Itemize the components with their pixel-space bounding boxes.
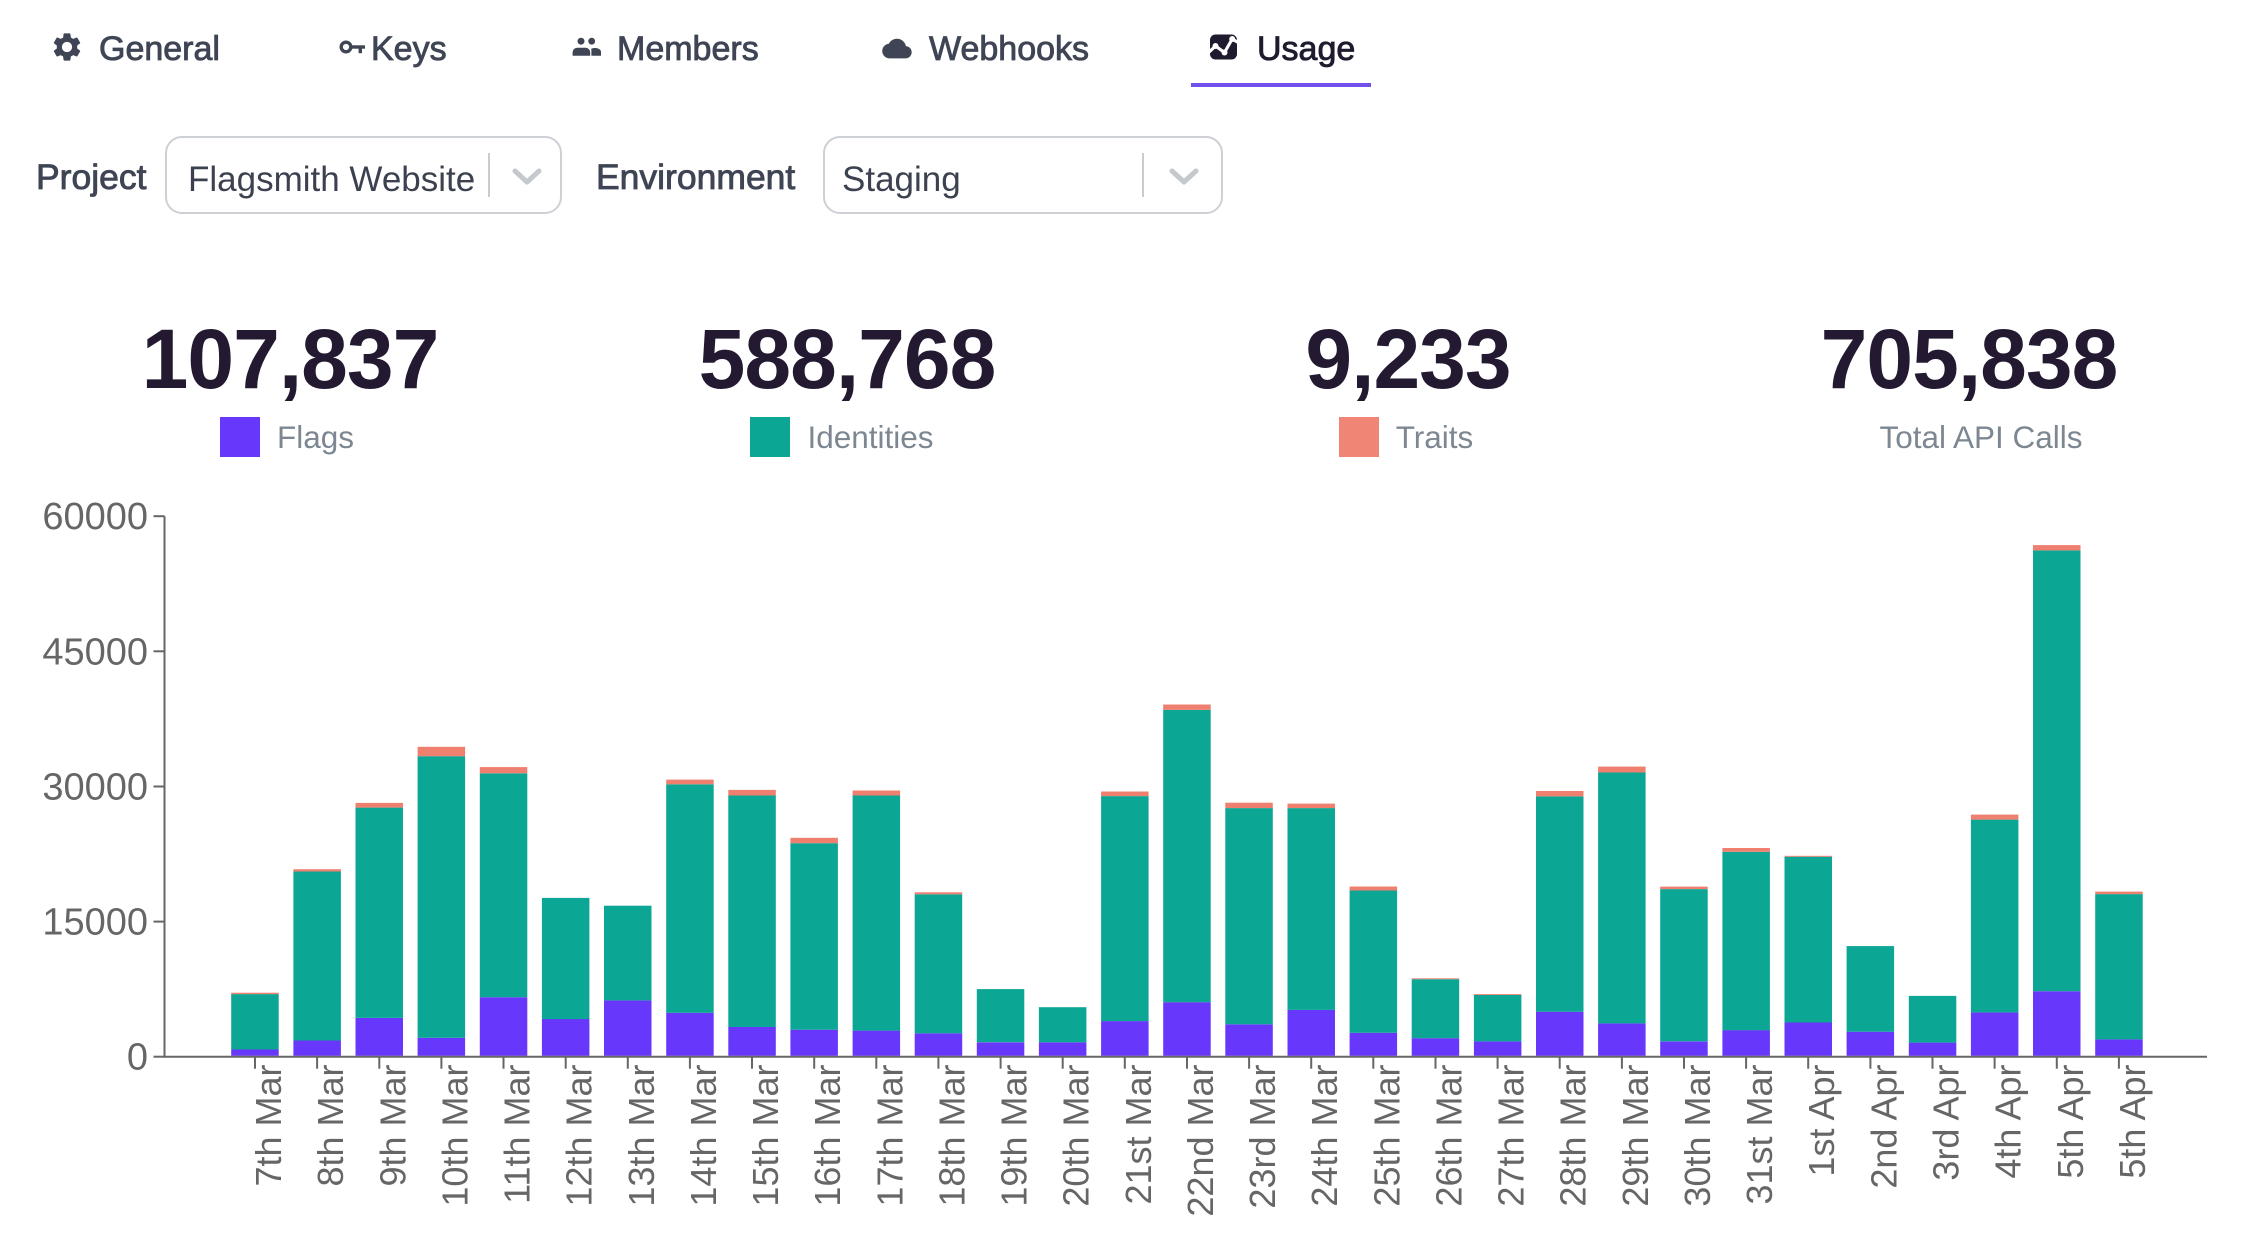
svg-text:0: 0	[127, 1037, 148, 1079]
svg-text:11th Mar: 11th Mar	[497, 1065, 538, 1204]
svg-text:17th Mar: 17th Mar	[869, 1065, 910, 1207]
svg-text:30th Mar: 30th Mar	[1677, 1065, 1718, 1207]
svg-text:21st Mar: 21st Mar	[1118, 1064, 1159, 1204]
svg-text:27th Mar: 27th Mar	[1491, 1065, 1532, 1207]
svg-text:30000: 30000	[42, 767, 148, 809]
svg-text:45000: 45000	[42, 631, 148, 673]
svg-text:7th Mar: 7th Mar	[248, 1064, 289, 1186]
svg-text:1st Apr: 1st Apr	[1801, 1064, 1842, 1176]
svg-text:5th Apr: 5th Apr	[2112, 1065, 2153, 1179]
svg-text:2nd Apr: 2nd Apr	[1863, 1064, 1904, 1188]
svg-text:19th Mar: 19th Mar	[994, 1065, 1035, 1207]
svg-text:5th Apr: 5th Apr	[2050, 1065, 2091, 1179]
svg-text:60000: 60000	[42, 496, 148, 538]
svg-text:9th Mar: 9th Mar	[372, 1064, 413, 1186]
svg-text:13th Mar: 13th Mar	[621, 1065, 662, 1207]
svg-text:26th Mar: 26th Mar	[1429, 1065, 1470, 1207]
svg-text:15000: 15000	[42, 902, 148, 944]
svg-text:12th Mar: 12th Mar	[559, 1065, 600, 1207]
svg-text:18th Mar: 18th Mar	[931, 1065, 972, 1207]
svg-text:29th Mar: 29th Mar	[1615, 1065, 1656, 1207]
svg-text:28th Mar: 28th Mar	[1553, 1065, 1594, 1207]
svg-text:20th Mar: 20th Mar	[1056, 1065, 1097, 1207]
svg-text:24th Mar: 24th Mar	[1304, 1065, 1345, 1207]
svg-text:15th Mar: 15th Mar	[745, 1065, 786, 1207]
svg-text:16th Mar: 16th Mar	[807, 1065, 848, 1207]
svg-text:10th Mar: 10th Mar	[434, 1065, 475, 1207]
svg-text:14th Mar: 14th Mar	[683, 1065, 724, 1207]
svg-text:25th Mar: 25th Mar	[1366, 1065, 1407, 1207]
svg-text:4th Apr: 4th Apr	[1988, 1065, 2029, 1179]
svg-text:23rd Mar: 23rd Mar	[1242, 1064, 1283, 1208]
svg-text:3rd Apr: 3rd Apr	[1926, 1064, 1967, 1180]
svg-text:8th Mar: 8th Mar	[310, 1064, 351, 1186]
svg-text:31st Mar: 31st Mar	[1739, 1064, 1780, 1204]
svg-text:22nd Mar: 22nd Mar	[1180, 1064, 1221, 1216]
